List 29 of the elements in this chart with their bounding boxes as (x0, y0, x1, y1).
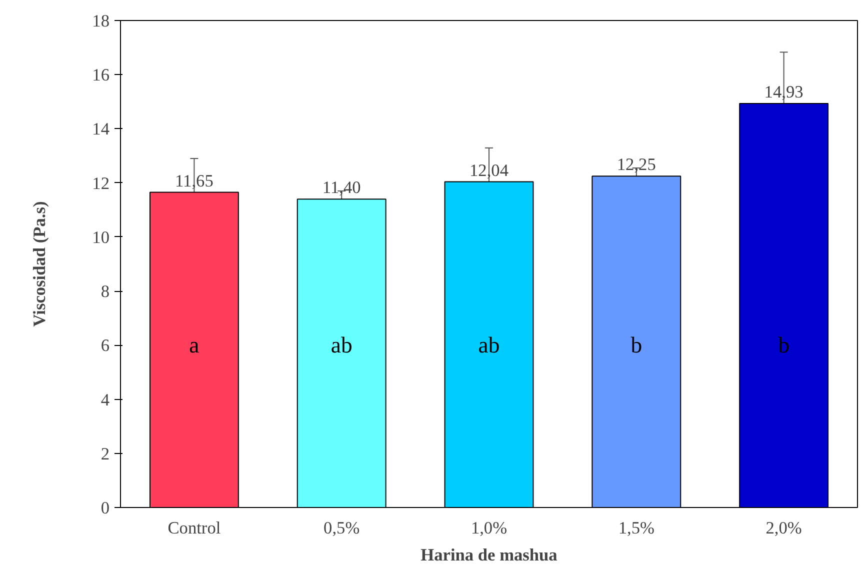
bar (149, 192, 239, 508)
x-tick-label: 2,0% (766, 518, 802, 538)
annotation: a (189, 332, 200, 358)
bar (592, 176, 682, 508)
y-tick-label: 12 (92, 174, 110, 193)
bar (739, 103, 829, 508)
annotation: b (630, 332, 642, 358)
y-tick-label: 18 (92, 12, 110, 30)
bar (444, 181, 534, 508)
y-tick-label: 4 (100, 390, 110, 410)
y-tick-label: 14 (92, 120, 110, 139)
y-tick-label: 0 (100, 498, 110, 518)
annotation: b (778, 332, 790, 358)
y-axis-title: Viscosidad (Pa.s) (30, 201, 50, 327)
y-tick-label: 10 (92, 228, 110, 247)
annotation: ab (330, 332, 352, 358)
x-tick-label: Control (168, 518, 221, 538)
bar (296, 198, 386, 508)
data-label: 11,40 (322, 178, 361, 198)
y-tick-label: 8 (100, 282, 110, 302)
x-tick-label: 1,0% (470, 518, 508, 538)
y-tick-label: 2 (100, 444, 110, 464)
y-tick-label: 6 (100, 336, 110, 356)
x-tick-label: 1,5% (618, 518, 654, 538)
y-tick-label: 16 (92, 66, 110, 85)
x-tick-label: 0,5% (324, 518, 360, 538)
x-axis-title: Harina de mashua (420, 546, 558, 564)
data-label: 12,25 (616, 155, 656, 174)
annotation: ab (478, 332, 500, 358)
